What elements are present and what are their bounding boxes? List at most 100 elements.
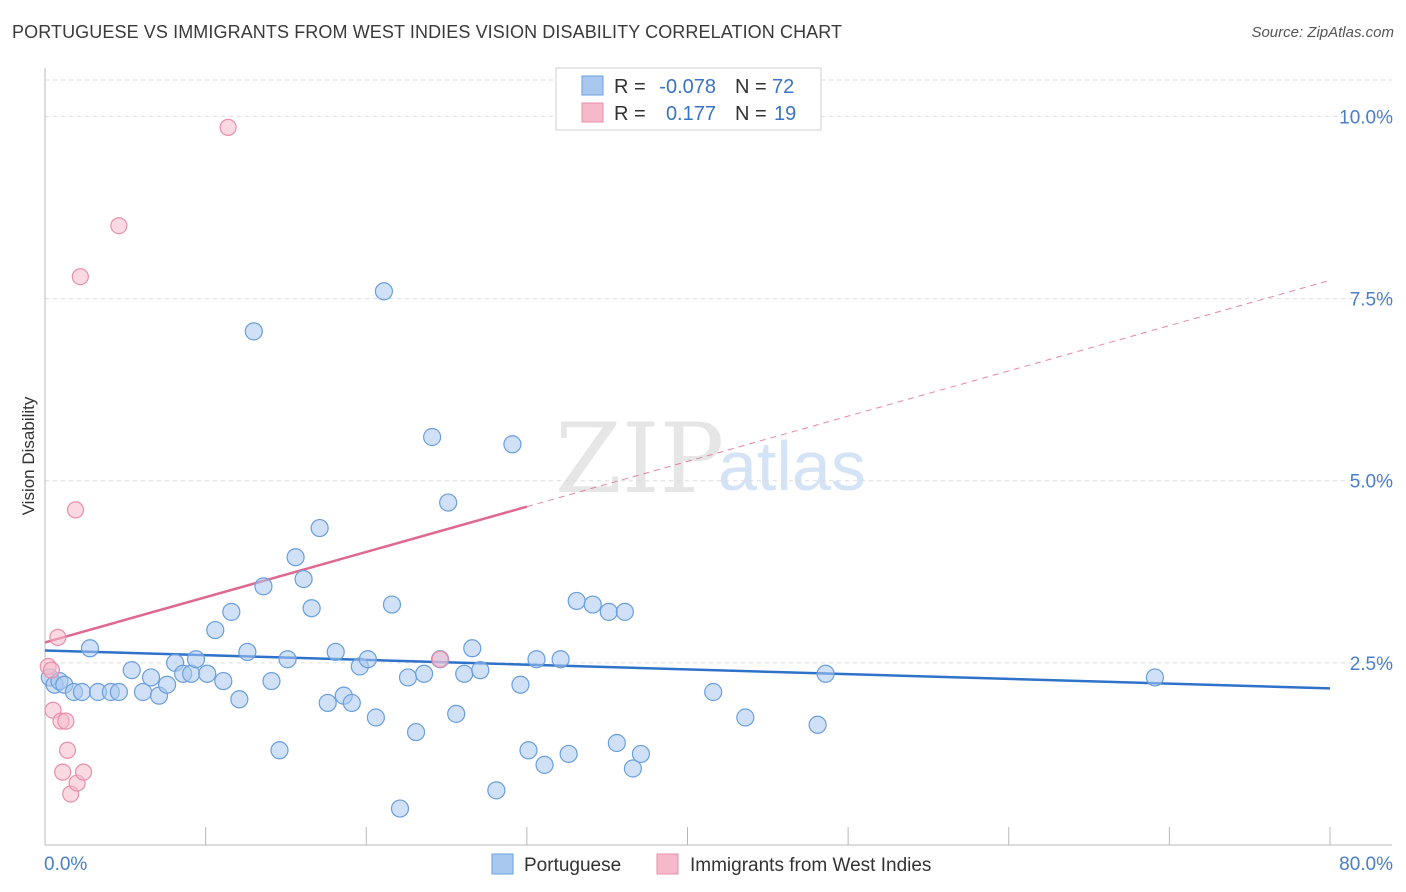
data-points	[39, 118, 1165, 818]
chart-title: PORTUGUESE VS IMMIGRANTS FROM WEST INDIE…	[12, 22, 843, 42]
portuguese-point	[244, 322, 263, 341]
watermark-zip: ZIP	[555, 403, 724, 515]
portuguese-point	[535, 755, 554, 774]
portuguese-point	[414, 664, 434, 683]
legend-r-label-1: R =	[614, 76, 646, 98]
portuguese-point	[607, 733, 626, 753]
portuguese-point	[366, 708, 385, 727]
portuguese-point	[342, 693, 361, 713]
x-tick-label-max: 80.0%	[1339, 854, 1393, 875]
portuguese-point	[503, 435, 522, 454]
portuguese-point	[519, 741, 538, 760]
west-indies-point	[42, 661, 61, 679]
legend-swatch-west-indies	[581, 102, 604, 123]
gridlines	[45, 79, 1392, 664]
portuguese-point	[704, 682, 723, 702]
bottom-legend-label-portuguese: Portuguese	[524, 855, 621, 876]
portuguese-point	[326, 642, 345, 662]
portuguese-point	[318, 693, 337, 713]
legend-n-label-2: N =	[735, 103, 767, 125]
west-indies-trend-solid	[44, 505, 528, 644]
y-tick-label: 2.5%	[1350, 654, 1393, 675]
west-indies-point	[57, 712, 75, 730]
portuguese-point	[198, 664, 217, 683]
portuguese-point	[808, 715, 827, 734]
portuguese-point	[214, 671, 233, 691]
west-indies-point	[431, 650, 449, 668]
portuguese-point	[72, 682, 92, 702]
legend-n-label-1: N =	[735, 76, 767, 98]
portuguese-point	[439, 493, 458, 512]
portuguese-point	[186, 650, 206, 669]
portuguese-point	[358, 650, 377, 669]
portuguese-point	[398, 668, 418, 687]
portuguese-point	[390, 799, 410, 818]
west-indies-point	[49, 628, 67, 646]
trend-lines	[44, 279, 1331, 690]
portuguese-point	[615, 602, 634, 621]
portuguese-point	[382, 595, 402, 614]
portuguese-point	[551, 650, 570, 669]
portuguese-point	[230, 690, 249, 709]
source-credit: Source: ZipAtlas.com	[1251, 24, 1394, 41]
portuguese-point	[511, 675, 530, 694]
west-indies-point	[219, 118, 237, 136]
portuguese-point	[294, 569, 313, 589]
portuguese-point	[278, 650, 297, 669]
portuguese-point	[374, 282, 394, 301]
bottom-legend-swatch-west-indies	[656, 853, 679, 875]
portuguese-point	[141, 668, 161, 687]
portuguese-point	[447, 704, 466, 723]
y-tick-label: 10.0%	[1339, 107, 1393, 128]
portuguese-point	[583, 595, 602, 614]
x-tick-label-min: 0.0%	[44, 854, 87, 875]
portuguese-point	[567, 591, 586, 611]
portuguese-point	[122, 661, 141, 680]
west-indies-point	[58, 741, 77, 759]
west-indies-point	[74, 763, 93, 781]
stats-legend: R = -0.078 N = 72 R = 0.177 N = 19	[555, 67, 822, 131]
legend-r-value-2: 0.177	[666, 103, 716, 125]
portuguese-point	[463, 639, 482, 658]
portuguese-point	[736, 708, 755, 727]
west-indies-point	[66, 501, 85, 519]
west-indies-point	[110, 217, 128, 235]
y-tick-label: 7.5%	[1350, 290, 1393, 311]
portuguese-point	[109, 682, 128, 702]
portuguese-point	[238, 642, 257, 662]
portuguese-point	[157, 675, 177, 694]
portuguese-point	[206, 620, 225, 640]
legend-r-label-2: R =	[614, 103, 646, 125]
series-legend: Portuguese Immigrants from West Indies	[491, 853, 931, 876]
portuguese-point	[471, 661, 490, 680]
portuguese-point	[406, 722, 426, 742]
portuguese-point	[623, 759, 642, 778]
legend-r-value-1: -0.078	[659, 76, 716, 98]
portuguese-point	[310, 518, 329, 538]
y-axis-title: Vision Disability	[19, 396, 38, 515]
portuguese-point	[527, 650, 546, 669]
portuguese-point	[455, 664, 474, 683]
portuguese-point	[559, 744, 578, 764]
bottom-legend-swatch-portuguese	[491, 853, 514, 875]
portuguese-point	[222, 602, 241, 621]
legend-n-value-2: 19	[774, 103, 796, 125]
portuguese-point	[270, 741, 289, 760]
portuguese-point	[1145, 668, 1165, 687]
watermark-atlas: atlas	[718, 427, 866, 505]
west-indies-point	[71, 268, 89, 286]
portuguese-trend-line	[44, 649, 1331, 690]
portuguese-point	[286, 548, 305, 567]
portuguese-point	[423, 427, 442, 447]
portuguese-point	[631, 744, 651, 764]
portuguese-point	[302, 599, 321, 618]
portuguese-point	[816, 664, 835, 683]
portuguese-point	[254, 577, 273, 596]
legend-swatch-portuguese	[581, 75, 604, 96]
bottom-legend-label-west-indies: Immigrants from West Indies	[690, 855, 931, 876]
portuguese-point	[80, 639, 100, 658]
axes	[44, 68, 1392, 846]
west-indies-trend-dashed	[526, 279, 1331, 508]
tick-labels: 2.5% 5.0% 7.5% 10.0% 0.0% 80.0%	[44, 107, 1393, 875]
